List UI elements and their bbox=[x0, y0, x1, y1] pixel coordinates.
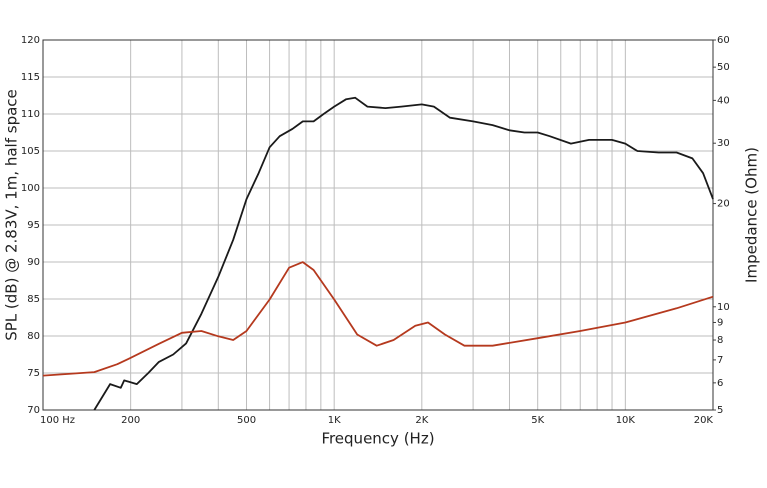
y-tick-label: 85 bbox=[27, 294, 40, 305]
y2-tick-label: 30 bbox=[717, 138, 730, 149]
y-tick-label: 80 bbox=[27, 331, 40, 342]
y-tick-label: 90 bbox=[27, 257, 40, 268]
series-line bbox=[42, 261, 714, 377]
plot-frame bbox=[42, 39, 714, 411]
y-tick-label: 115 bbox=[21, 72, 40, 83]
y2-tick-label: 9 bbox=[717, 317, 723, 328]
x-tick-label: 1K bbox=[328, 415, 341, 426]
y2-tick-label: 7 bbox=[717, 355, 723, 366]
x-tick-label: 10K bbox=[616, 415, 636, 426]
y2-axis-title: Impedance (Ohm) bbox=[743, 147, 761, 283]
y-tick-label: 95 bbox=[27, 220, 40, 231]
y2-tick-label: 10 bbox=[717, 302, 730, 313]
y2-tick-label: 40 bbox=[717, 95, 730, 106]
x-axis-title: Frequency (Hz) bbox=[321, 430, 434, 448]
y-axis-title: SPL (dB) @ 2.83V, 1m, half space bbox=[3, 89, 21, 341]
y2-tick-label: 5 bbox=[717, 405, 723, 416]
y-tick-label: 70 bbox=[27, 405, 40, 416]
x-tick-label: 500 bbox=[237, 415, 256, 426]
series-line bbox=[93, 96, 714, 411]
x-tick-label: 100 Hz bbox=[40, 415, 75, 426]
y-tick-label: 75 bbox=[27, 368, 40, 379]
x-tick-label: 5K bbox=[531, 415, 544, 426]
y2-tick-label: 50 bbox=[717, 62, 730, 73]
y2-tick-label: 60 bbox=[717, 35, 730, 46]
y2-tick-label: 8 bbox=[717, 335, 723, 346]
x-tick-label: 20K bbox=[694, 415, 714, 426]
y2-tick-label: 6 bbox=[717, 378, 723, 389]
y-tick-label: 120 bbox=[21, 35, 40, 46]
y-tick-label: 110 bbox=[21, 109, 40, 120]
y-tick-label: 105 bbox=[21, 146, 40, 157]
y-tick-label: 100 bbox=[21, 183, 40, 194]
y2-tick-label: 20 bbox=[717, 199, 730, 210]
x-tick-label: 2K bbox=[415, 415, 428, 426]
x-tick-label: 200 bbox=[121, 415, 140, 426]
